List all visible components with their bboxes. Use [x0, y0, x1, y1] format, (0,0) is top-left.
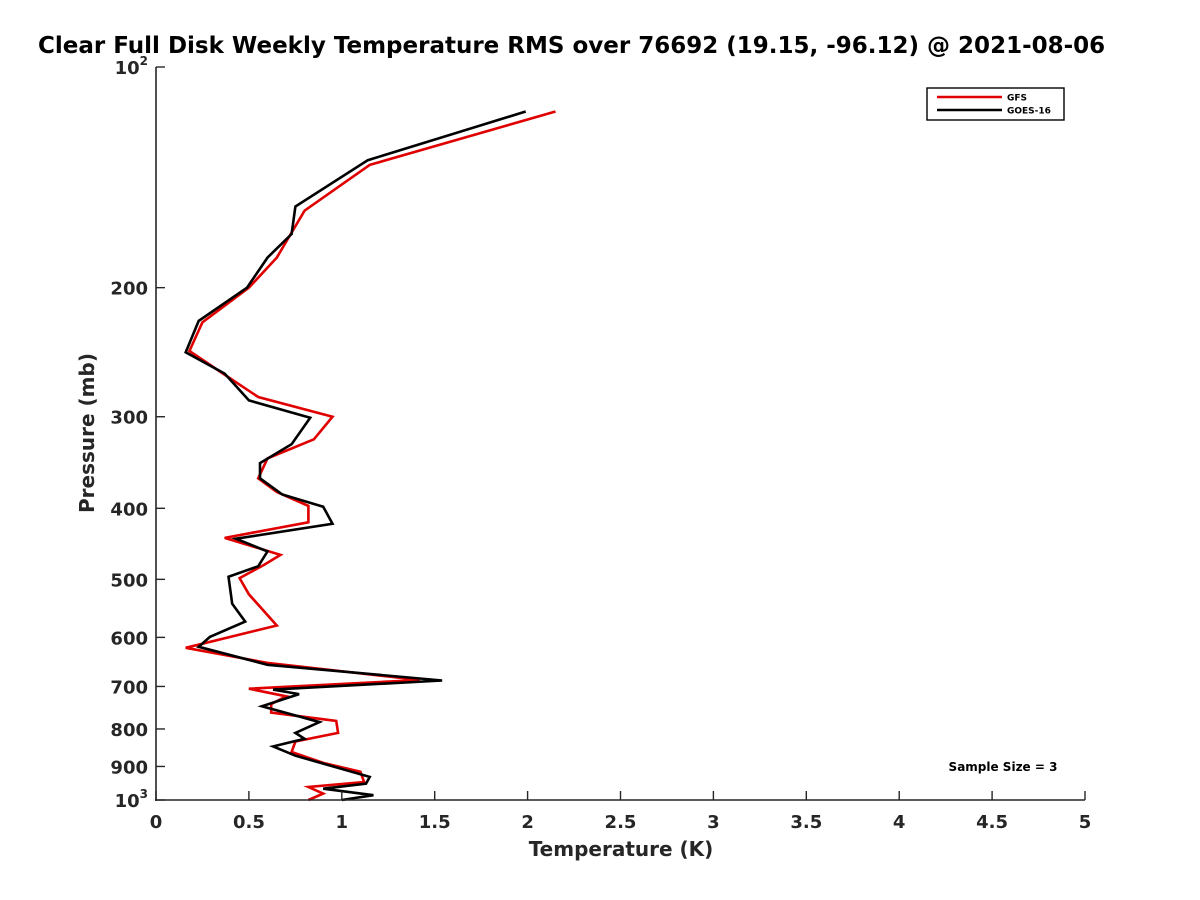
y-tick-label: 300: [110, 408, 148, 429]
y-tick-label: 102: [115, 54, 148, 79]
x-tick-label: 0: [150, 812, 163, 833]
legend: GFS GOES-16: [926, 87, 1065, 121]
y-tick-label: 600: [110, 628, 148, 649]
chart-title: Clear Full Disk Weekly Temperature RMS o…: [38, 33, 1105, 59]
series-line-goes-16: [184, 110, 527, 802]
y-tick-label: 700: [110, 677, 148, 698]
x-tick-label: 5: [1079, 812, 1092, 833]
y-tick-label: 103: [115, 787, 148, 812]
x-tick-label: 2: [521, 812, 534, 833]
x-tick-label: 4.5: [976, 812, 1008, 833]
axes: 0 0.5 1 1.5 2 2.5 3 3.5 4 4.5 5 102 200 300 400 500 600 7…: [110, 54, 1091, 833]
y-axis-label: Pressure (mb): [75, 353, 99, 513]
x-tick-label: 3.5: [790, 812, 822, 833]
x-tick-label: 1.5: [419, 812, 451, 833]
x-axis-label: Temperature (K): [529, 837, 714, 861]
y-tick-label: 900: [110, 757, 148, 778]
legend-box: [926, 87, 1065, 121]
y-tick-label: 400: [110, 499, 148, 520]
series-line-gfs: [185, 110, 556, 802]
legend-label: GFS: [1007, 94, 1027, 104]
sample-size-annotation: Sample Size = 3: [949, 760, 1058, 774]
plot-area: [184, 110, 556, 802]
x-tick-label: 2.5: [605, 812, 637, 833]
y-tick-label: 200: [110, 279, 148, 300]
legend-label: GOES-16: [1007, 107, 1051, 117]
x-tick-label: 4: [893, 812, 906, 833]
y-tick-label: 500: [110, 570, 148, 591]
x-tick-label: 3: [707, 812, 720, 833]
y-tick-label: 800: [110, 720, 148, 741]
x-tick-label: 0.5: [233, 812, 265, 833]
x-tick-label: 1: [336, 812, 349, 833]
